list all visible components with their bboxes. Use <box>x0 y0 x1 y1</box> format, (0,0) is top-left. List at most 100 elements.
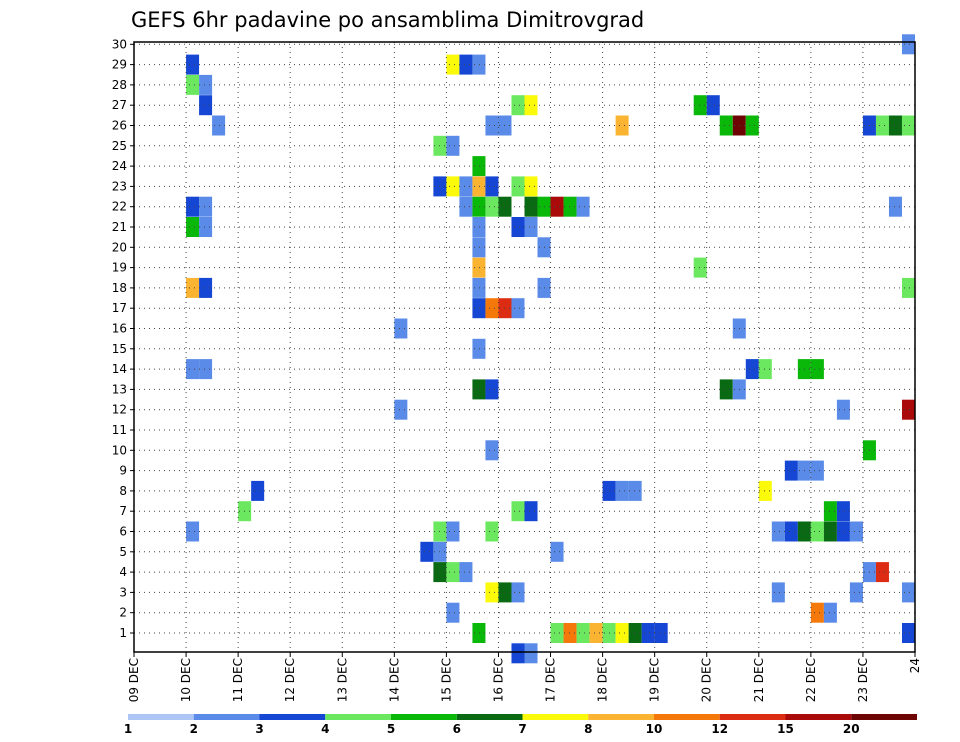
heatmap-cell-107 <box>810 521 824 542</box>
y-tick-label: 14 <box>112 362 127 376</box>
heatmap-cell-90 <box>628 480 642 501</box>
heatmap-cell-71 <box>511 501 525 522</box>
heatmap-cell-83 <box>615 623 629 643</box>
heatmap-cell-12 <box>199 359 213 380</box>
x-axis: 09 DEC 10 DEC 11 DEC 12 DEC 13 DEC 14 DEC 15 D… <box>127 652 922 702</box>
x-tick-label: 16 DEC <box>491 658 505 702</box>
y-tick-label: 30 <box>112 37 127 51</box>
y-tick-label: 28 <box>112 78 127 92</box>
heatmap-cell-49 <box>472 379 486 400</box>
y-tick-label: 7 <box>119 504 127 518</box>
x-tick-label: 21 DEC <box>752 658 766 702</box>
heatmap-cell-104 <box>771 521 785 542</box>
heatmap-cell-78 <box>550 623 564 643</box>
heatmap-cell-29 <box>446 602 460 623</box>
heatmap-cell-41 <box>472 217 486 237</box>
x-tick-label: 09 DEC <box>127 658 141 702</box>
legend-label: 12 <box>711 722 728 736</box>
heatmap-cell-13 <box>186 521 200 542</box>
x-tick-label: 14 DEC <box>387 658 401 702</box>
heatmap-cell-136 <box>901 277 915 298</box>
x-tick-label: 17 DEC <box>544 658 558 702</box>
heatmap-cell-57 <box>485 115 499 136</box>
heatmap-cell-7 <box>186 217 200 237</box>
heatmap-cell-16 <box>394 318 408 339</box>
heatmap-cell-63 <box>524 196 538 217</box>
x-tick-label: 22 DEC <box>804 658 818 702</box>
legend-swatch <box>325 714 391 720</box>
y-tick-label: 6 <box>119 525 127 539</box>
heatmap-cell-103 <box>771 582 785 603</box>
heatmap-cell-79 <box>563 623 577 643</box>
legend-label: 4 <box>321 722 329 736</box>
heatmap-cell-10 <box>199 277 213 298</box>
heatmap-cell-44 <box>472 277 486 298</box>
x-tick-label: 24 <box>908 658 922 673</box>
heatmap-cell-0 <box>186 54 200 75</box>
heatmap-cell-28 <box>459 562 473 583</box>
y-tick-label: 15 <box>112 342 127 356</box>
heatmap-cell-86 <box>654 623 668 643</box>
heatmap-cell-94 <box>719 115 733 136</box>
y-tick-label: 29 <box>112 58 127 72</box>
y-tick-label: 23 <box>112 179 127 193</box>
heatmap-cell-111 <box>784 460 798 481</box>
heatmap-cell-9 <box>186 277 200 298</box>
y-tick-label: 17 <box>112 301 127 315</box>
legend-swatch <box>785 714 852 720</box>
y-tick-label: 26 <box>112 119 127 133</box>
heatmap-cell-105 <box>784 521 798 542</box>
y-tick-label: 25 <box>112 139 127 153</box>
legend-label: 7 <box>518 722 526 736</box>
legend-swatch <box>588 714 654 720</box>
y-tick-label: 16 <box>112 322 127 336</box>
heatmap-cell-36 <box>472 156 486 177</box>
legend-label: 10 <box>646 722 663 736</box>
heatmap-cell-46 <box>485 298 499 319</box>
heatmap-cell-55 <box>511 582 525 603</box>
heatmap-cell-62 <box>524 176 538 197</box>
heatmap-cell-132 <box>875 562 889 583</box>
heatmap-cell-113 <box>810 460 824 481</box>
legend-swatch <box>719 714 786 720</box>
heatmap-cell-32 <box>472 54 486 75</box>
heatmap-cell-119 <box>823 602 837 623</box>
heatmap-cell-91 <box>693 95 707 116</box>
heatmap-cell-48 <box>472 338 486 359</box>
heatmap-cell-35 <box>485 176 499 197</box>
heatmap-cell-69 <box>524 217 538 237</box>
legend-swatch <box>193 714 260 720</box>
heatmap-cell-124 <box>901 115 915 136</box>
heatmap-cell-135 <box>901 34 915 55</box>
heatmap-cell-37 <box>459 196 473 217</box>
legend-swatch <box>522 714 589 720</box>
heatmap-cell-4 <box>212 115 226 136</box>
heatmap-cell-5 <box>186 196 200 217</box>
y-tick-label: 10 <box>112 443 127 457</box>
heatmap-cell-30 <box>446 54 460 75</box>
y-tick-label: 8 <box>119 484 127 498</box>
heatmap-cell-43 <box>472 257 486 278</box>
y-tick-label: 24 <box>112 159 127 173</box>
heatmap-cell-1 <box>186 74 200 95</box>
heatmap-cell-65 <box>550 196 564 217</box>
heatmap-cell-66 <box>563 196 577 217</box>
heatmap-cell-59 <box>511 95 525 116</box>
y-tick-label: 11 <box>112 423 127 437</box>
heatmap-cell-134 <box>888 196 902 217</box>
heatmap-cell-133 <box>849 582 863 603</box>
y-tick-label: 13 <box>112 382 127 396</box>
heatmap-cell-108 <box>823 521 837 542</box>
heatmap-cell-89 <box>615 480 629 501</box>
chart-title: GEFS 6hr padavine po ansamblima Dimitrov… <box>131 8 644 32</box>
y-tick-label: 27 <box>112 98 127 112</box>
heatmap-cell-93 <box>693 257 707 278</box>
y-tick-label: 18 <box>112 281 127 295</box>
x-tick-label: 12 DEC <box>283 658 297 702</box>
heatmap-cell-39 <box>485 196 499 217</box>
y-tick-label: 19 <box>112 261 127 275</box>
color-legend: 1 2 3 4 5 6 7 8 10 12 15 20 <box>124 714 917 736</box>
heatmap-cell-123 <box>888 115 902 136</box>
heatmap-cell-81 <box>589 623 603 643</box>
